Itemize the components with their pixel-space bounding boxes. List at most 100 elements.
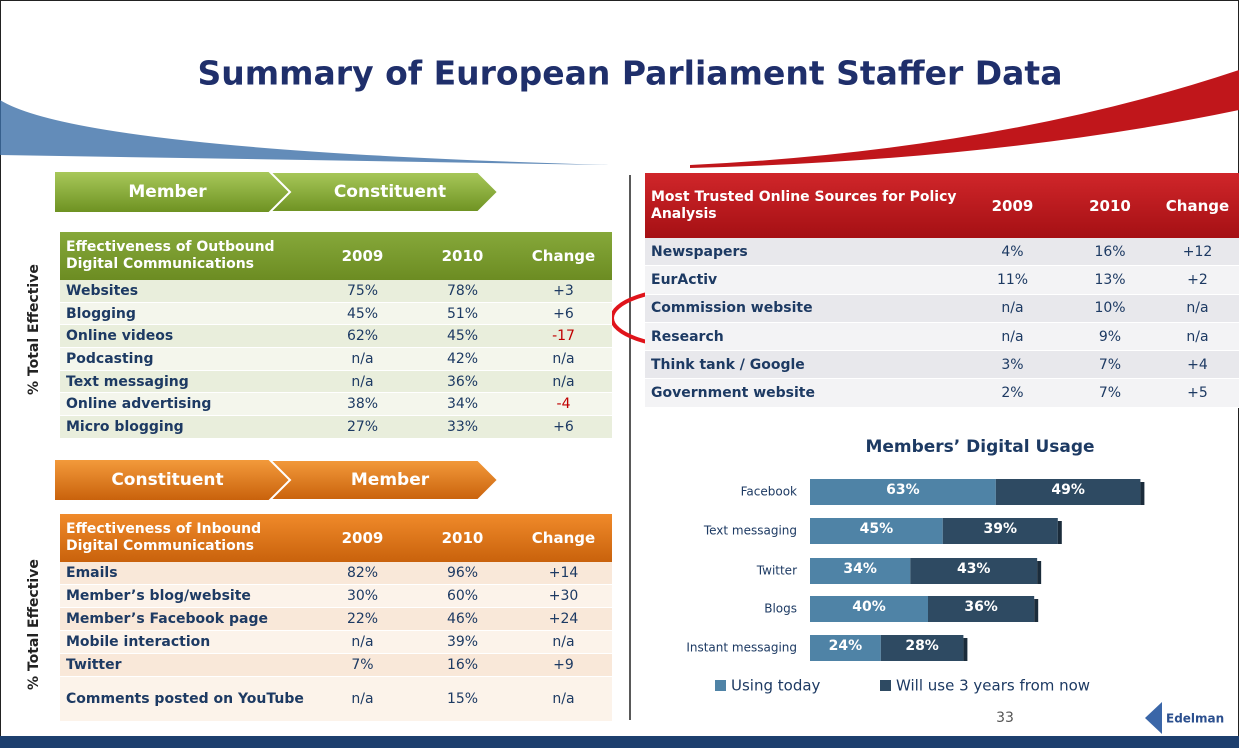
value-label: 45% (860, 521, 894, 537)
table-cell: Newspapers (651, 243, 748, 260)
table-row: Twitter 7% 16% +9 (60, 654, 612, 677)
table-header: Effectiveness of Outbound Digital Commun… (60, 232, 612, 280)
bar-segment (942, 518, 1058, 544)
header-cell: Change (531, 247, 596, 265)
value-label: 39% (984, 521, 1018, 537)
table-cell: 15% (446, 691, 479, 707)
legend-label: Will use 3 years from now (896, 677, 1090, 695)
table-cell: +2 (1187, 271, 1208, 288)
arrow-shape (267, 459, 500, 501)
table-cell: +6 (553, 305, 574, 322)
table-row: EurActiv 11% 13% +2 (645, 266, 1239, 295)
table-cell: Government website (651, 385, 815, 402)
table-cell: 60% (446, 588, 479, 604)
table-cell: 7% (1098, 356, 1122, 373)
table-cell: 9% (1098, 328, 1122, 345)
table-cell: +3 (553, 282, 574, 299)
table-cell: 33% (446, 418, 479, 435)
table-row: Emails 82% 96% +14 (60, 562, 612, 585)
header-cell: 2009 (341, 529, 384, 547)
table-cell: Emails (66, 565, 118, 581)
table-header: Most Trusted Online Sources for Policy A… (645, 173, 1239, 238)
bar-side (1140, 482, 1145, 505)
table-row: Blogging 45% 51% +6 (60, 302, 612, 326)
table-cell: 42% (446, 350, 479, 367)
arrow-label: Constituent (333, 182, 447, 202)
value-label: 24% (829, 638, 863, 654)
table-cell: 13% (1094, 271, 1126, 288)
category-label: Twitter (756, 564, 797, 578)
table-row: Member’s blog/website 30% 60% +30 (60, 585, 612, 608)
logo-mark (1145, 702, 1162, 734)
table-cell: n/a (552, 634, 575, 650)
table-cell: -4 (556, 396, 571, 413)
table-cell: Micro blogging (66, 418, 184, 435)
value-label: 36% (964, 599, 998, 615)
table-cell: +12 (1182, 243, 1213, 260)
bar-side (963, 638, 968, 661)
header-cell: 2010 (441, 529, 484, 547)
table-row: Commission website n/a 10% n/a (645, 294, 1239, 323)
legend-swatch (880, 680, 891, 691)
category-label: Instant messaging (686, 641, 797, 655)
table-header: Effectiveness of Inbound Digital Communi… (60, 514, 612, 562)
title: Summary of European Parliament Staffer D… (198, 54, 1063, 93)
table-cell: 11% (996, 271, 1029, 288)
table-cell: 27% (346, 418, 379, 435)
table-cell: Member’s blog/website (66, 588, 251, 604)
header-cell: 2010 (1089, 196, 1131, 215)
header-cell: 2009 (341, 247, 384, 265)
bar-segment (880, 635, 964, 661)
table-cell: Podcasting (66, 350, 154, 367)
table-row: Websites 75% 78% +3 (60, 280, 612, 303)
arrow-label: Member (128, 182, 207, 202)
value-label: 63% (886, 482, 920, 498)
table-cell: 34% (446, 396, 479, 413)
table-cell: 96% (446, 565, 479, 581)
table-cell: EurActiv (651, 271, 718, 288)
brand: Edelman (1166, 712, 1224, 726)
table-cell: +5 (1187, 385, 1208, 402)
page-number: 33 (996, 710, 1014, 726)
table-cell: 3% (1001, 356, 1024, 373)
table: Most Trusted Online Sources for Policy A… (645, 173, 1239, 408)
table-cell: Twitter (66, 657, 122, 673)
table-cell: n/a (1186, 328, 1209, 345)
table-cell: Websites (66, 282, 139, 299)
bar-segment (810, 558, 911, 584)
table-row: Micro blogging 27% 33% +6 (60, 416, 612, 439)
header-cell: Effectiveness of Outbound Digital Commun… (66, 239, 275, 272)
legend-label: Using today (731, 677, 821, 695)
table-cell: 39% (446, 634, 479, 650)
table-cell: 7% (1098, 385, 1122, 402)
table-cell: 78% (446, 282, 479, 299)
value-label: 40% (852, 599, 886, 615)
table-row: Think tank / Google 3% 7% +4 (645, 351, 1239, 380)
table-cell: Online videos (66, 328, 174, 345)
table-cell: 45% (446, 328, 479, 345)
swoosh-red (690, 70, 1239, 168)
table: Effectiveness of Outbound Digital Commun… (60, 232, 612, 439)
table-cell: n/a (552, 350, 575, 367)
category-label: Facebook (741, 485, 797, 499)
table-cell: n/a (552, 691, 575, 707)
table-cell: 45% (346, 305, 379, 322)
table-row: Podcasting n/a 42% n/a (60, 348, 612, 371)
table-cell: Research (651, 328, 724, 345)
header-cell: Effectiveness of Inbound Digital Communi… (66, 521, 262, 554)
table: Effectiveness of Inbound Digital Communi… (60, 514, 612, 722)
value-label: 49% (1051, 482, 1085, 498)
value-label: 43% (957, 561, 991, 577)
table-row: Research n/a 9% n/a (645, 322, 1239, 352)
bar-segment (910, 558, 1038, 584)
table-cell: 46% (446, 611, 479, 627)
chart-title: Members’ Digital Usage (865, 437, 1094, 457)
table-cell: 38% (346, 396, 379, 413)
table-cell: n/a (552, 373, 575, 390)
swoosh-blue (0, 100, 610, 165)
table-cell: 22% (346, 611, 379, 627)
table-row: Online advertising 38% 34% -4 (60, 393, 612, 417)
bar-segment (995, 479, 1141, 505)
table-cell: Commission website (651, 300, 813, 317)
